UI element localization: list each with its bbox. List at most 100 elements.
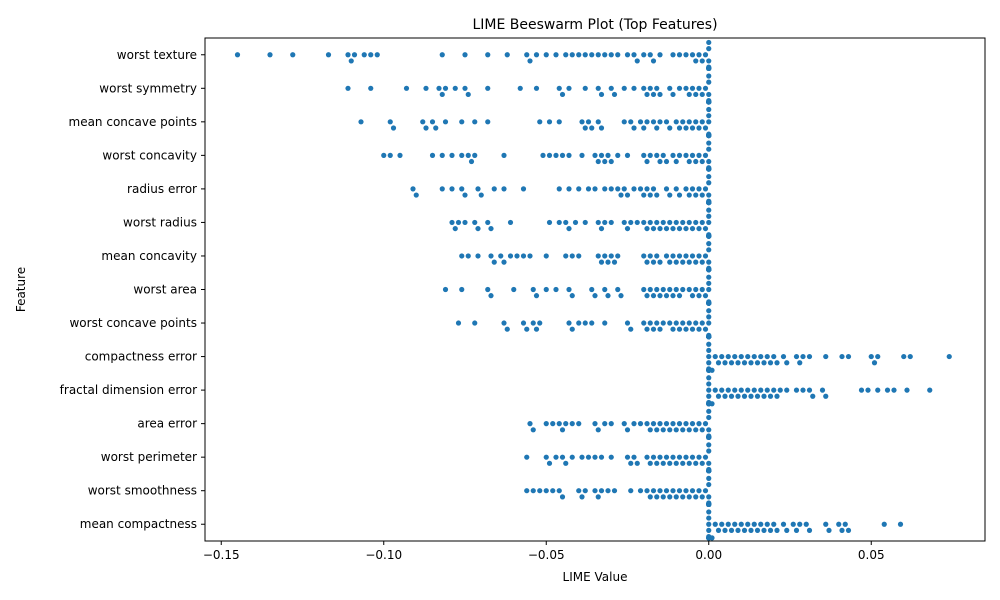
data-point	[745, 353, 751, 360]
data-point	[654, 152, 660, 158]
data-point	[693, 158, 699, 165]
data-point	[881, 521, 887, 527]
data-point	[348, 58, 354, 64]
data-point	[595, 158, 601, 165]
data-point	[806, 387, 813, 393]
data-point	[823, 393, 829, 399]
data-point	[634, 460, 640, 466]
data-point	[696, 293, 702, 299]
data-point	[715, 393, 722, 399]
data-point	[644, 454, 650, 460]
data-point	[696, 454, 702, 460]
data-point	[618, 192, 624, 198]
data-point	[748, 360, 754, 366]
data-point	[706, 132, 712, 139]
y-axis: worst texture worst symmetry mean concave …	[60, 48, 205, 531]
data-point	[569, 253, 575, 259]
data-point	[706, 360, 712, 366]
data-point	[488, 253, 494, 259]
data-point	[699, 58, 705, 64]
data-point	[459, 119, 465, 125]
data-point	[478, 192, 484, 198]
data-point	[754, 393, 761, 399]
data-point	[670, 253, 676, 259]
data-point	[741, 360, 748, 366]
data-point	[615, 253, 621, 259]
data-point	[670, 326, 676, 332]
data-point	[650, 58, 657, 64]
data-point	[589, 125, 595, 131]
data-point	[592, 454, 598, 460]
data-point	[602, 421, 608, 427]
data-point	[485, 119, 491, 125]
data-point	[706, 180, 712, 186]
data-point	[520, 186, 527, 192]
data-point	[650, 454, 657, 460]
data-point	[641, 85, 647, 91]
data-point	[676, 454, 683, 460]
data-point	[504, 326, 510, 332]
data-point	[719, 387, 725, 393]
data-point	[615, 152, 621, 158]
data-point	[663, 293, 670, 299]
data-point	[751, 521, 757, 527]
data-point	[693, 320, 699, 326]
data-point	[673, 494, 679, 500]
data-point	[732, 353, 738, 360]
data-point	[673, 427, 679, 433]
data-point	[465, 91, 471, 98]
data-point	[774, 360, 780, 366]
data-point	[631, 186, 637, 192]
x-tick-label: 0.00	[695, 548, 722, 562]
data-point	[608, 454, 614, 460]
data-point	[436, 85, 442, 91]
data-point	[449, 186, 455, 192]
data-point	[543, 454, 549, 460]
data-point	[706, 314, 712, 320]
data-point	[706, 46, 712, 52]
data-point	[576, 253, 582, 259]
data-point	[706, 414, 712, 421]
data-point	[745, 387, 751, 393]
data-point	[654, 219, 660, 226]
data-point	[631, 421, 637, 427]
data-point	[556, 85, 562, 91]
data-point	[579, 119, 585, 125]
data-point	[654, 320, 660, 326]
data-point	[667, 219, 673, 226]
data-point	[657, 119, 663, 125]
data-point	[706, 207, 712, 213]
data-point	[706, 393, 712, 399]
data-point	[875, 387, 881, 393]
data-point	[602, 52, 608, 58]
data-point	[706, 460, 712, 466]
data-point	[696, 253, 702, 259]
data-point	[836, 521, 842, 527]
data-point	[706, 300, 712, 306]
data-point	[686, 286, 692, 293]
data-point	[676, 125, 683, 131]
data-point	[654, 192, 660, 198]
data-point	[459, 253, 465, 259]
data-point	[706, 280, 712, 286]
data-point	[823, 521, 829, 527]
data-point	[452, 85, 458, 91]
data-point	[589, 320, 595, 326]
data-point	[569, 421, 575, 427]
data-point	[637, 186, 644, 192]
data-point	[689, 326, 696, 332]
data-point	[602, 186, 608, 192]
data-point	[527, 253, 533, 259]
data-point	[595, 253, 601, 259]
data-point	[800, 387, 806, 393]
data-point	[602, 320, 608, 326]
data-point	[455, 320, 462, 326]
data-point	[751, 353, 757, 360]
data-point	[793, 387, 800, 393]
data-point	[693, 119, 699, 125]
data-point	[706, 233, 712, 239]
data-point	[686, 460, 692, 466]
data-point	[537, 119, 543, 125]
data-point	[686, 219, 692, 226]
x-tick-label: −0.10	[365, 548, 402, 562]
